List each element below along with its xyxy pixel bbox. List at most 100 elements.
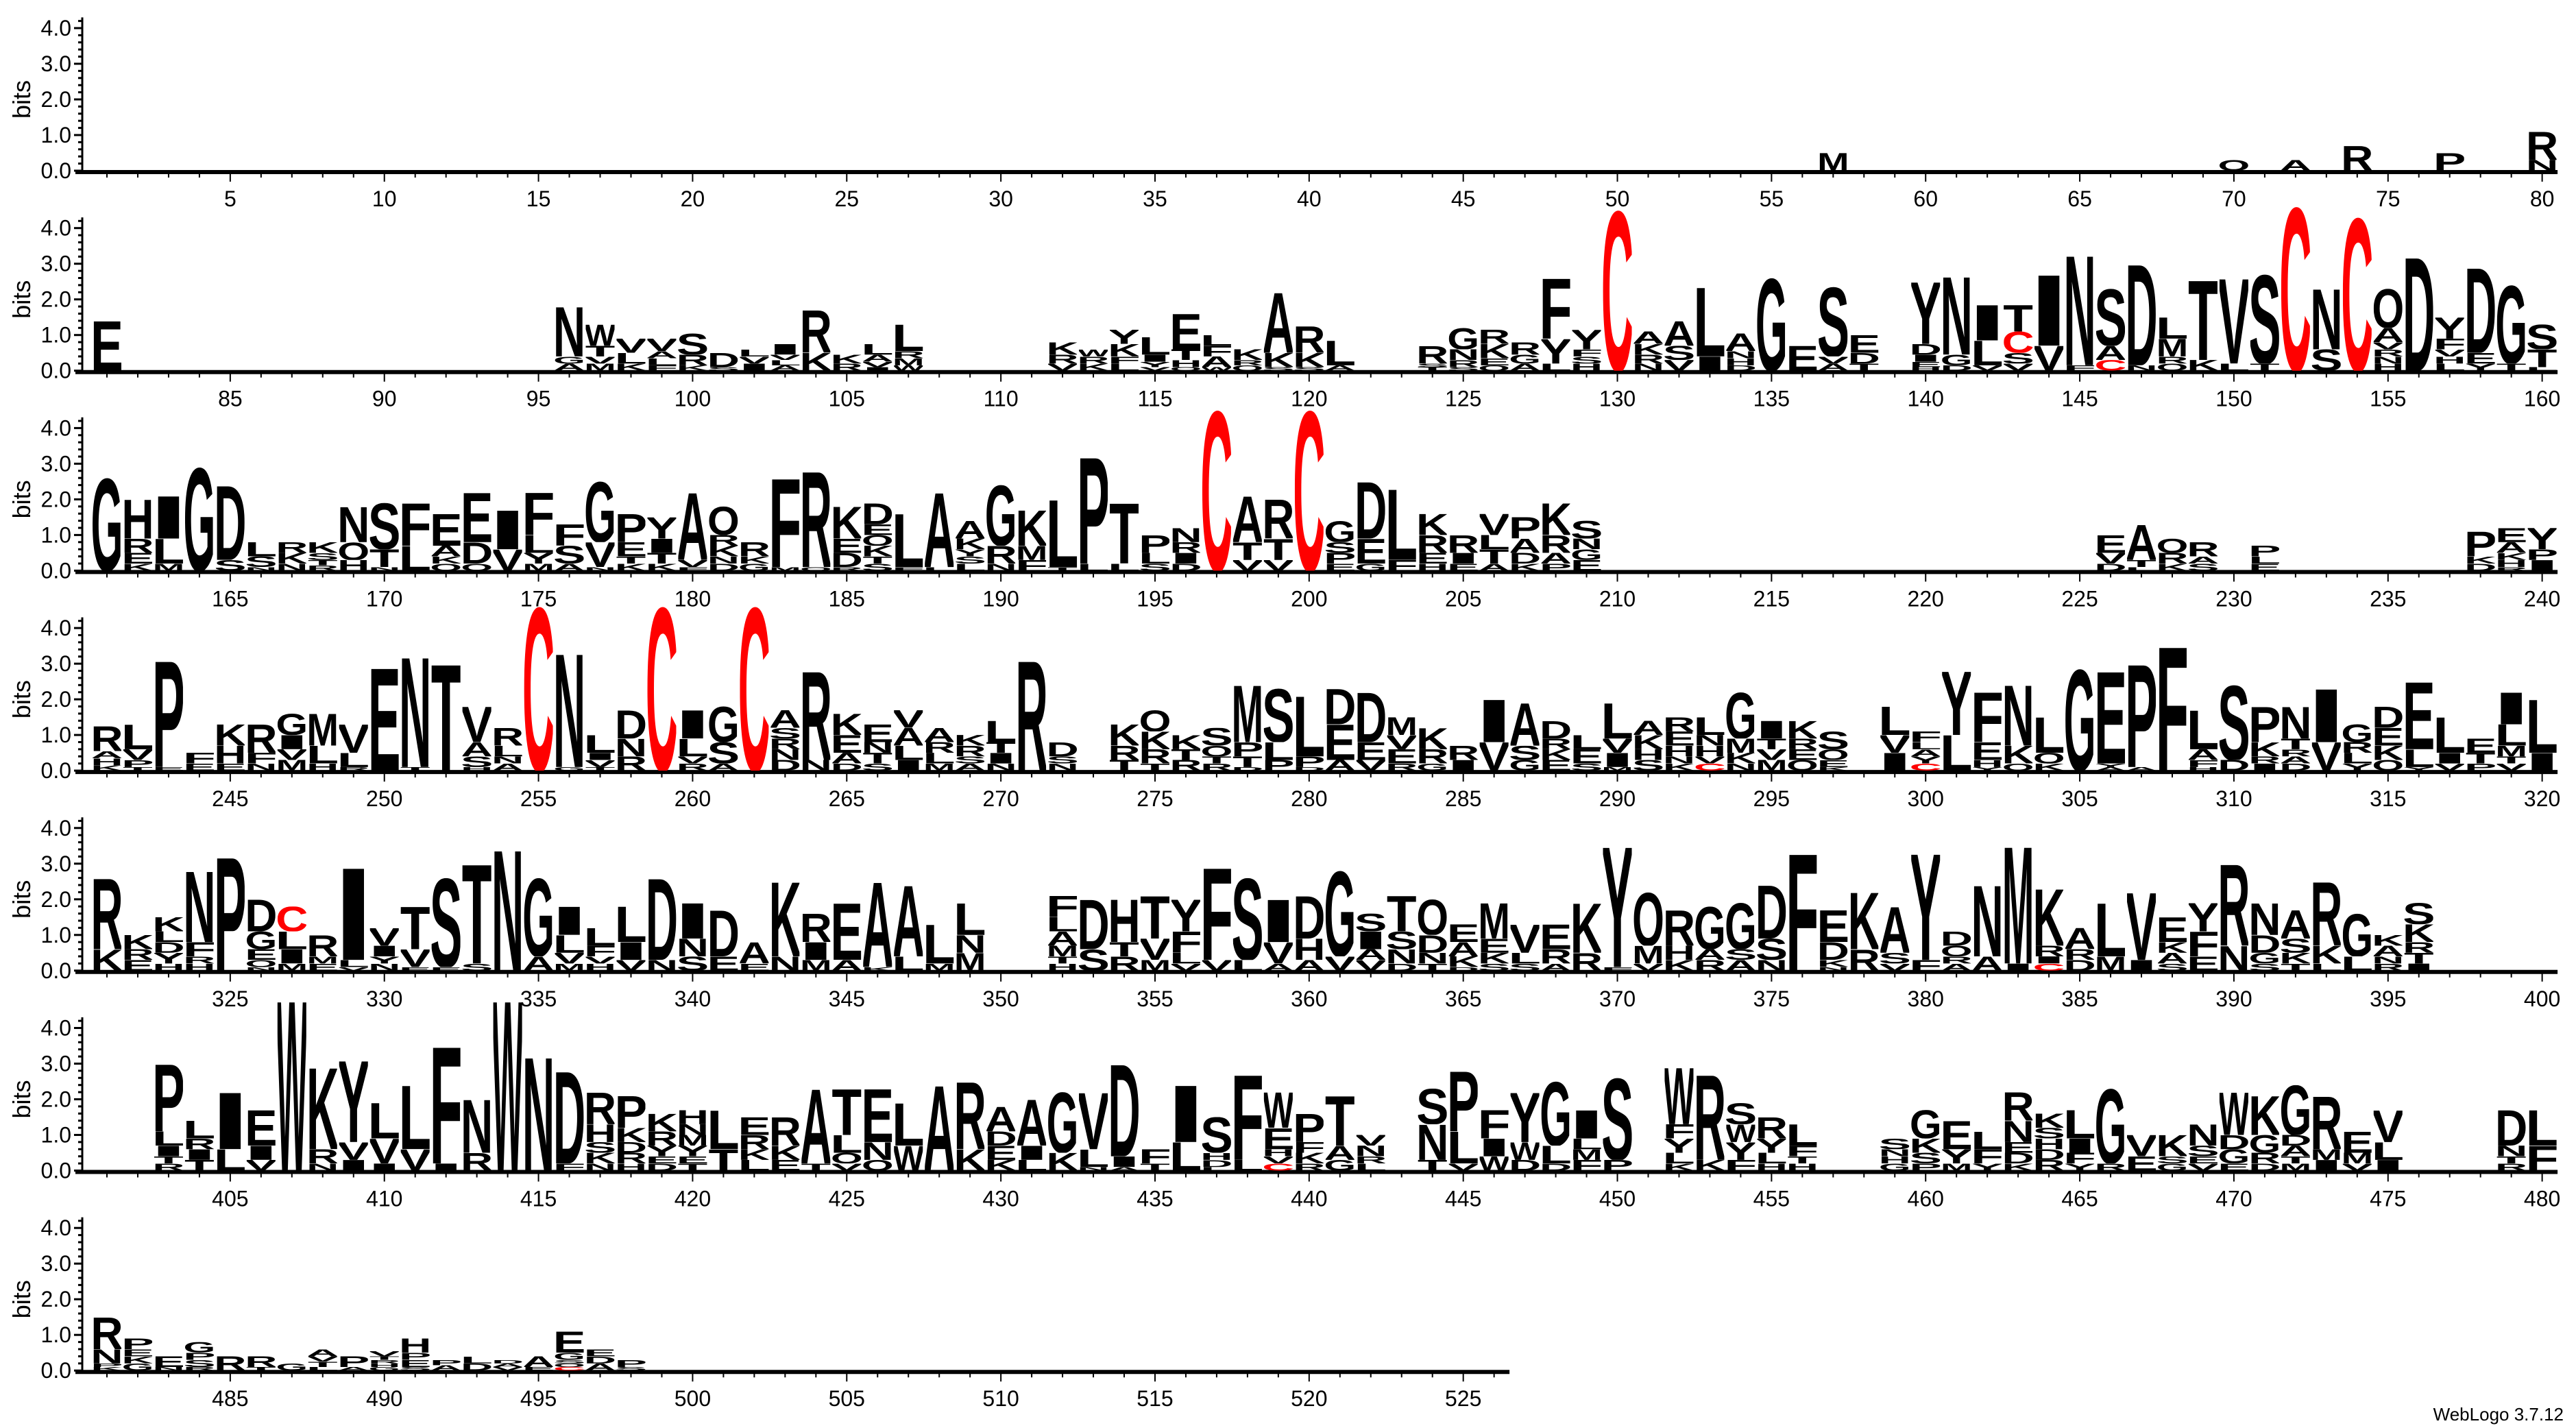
x-tick-label: 75 <box>2376 186 2401 211</box>
y-tick-label: 4.0 <box>41 16 71 40</box>
logo-column-311 <box>2250 706 2279 771</box>
x-tick-label: 25 <box>834 186 859 211</box>
logo-column-189 <box>956 520 985 571</box>
logo-column-128 <box>1541 278 1570 371</box>
logo-column-172 <box>431 513 461 571</box>
x-tick-label: 290 <box>1599 786 1636 811</box>
y-tick-label: 4.0 <box>41 1215 71 1240</box>
logo-column-431 <box>1017 1099 1047 1171</box>
x-tick-label: 260 <box>675 786 711 811</box>
logo-column-126 <box>1479 329 1509 371</box>
logo-column-268 <box>925 727 954 771</box>
x-tick-label: 205 <box>1445 586 1481 611</box>
x-tick-label: 385 <box>2061 987 2098 1011</box>
logo-column-327 <box>277 906 306 971</box>
x-tick-label: 500 <box>675 1386 711 1411</box>
logo-column-288 <box>1541 721 1570 771</box>
logo-column-284 <box>1418 727 1447 771</box>
logo-column-352 <box>1048 895 1078 971</box>
logo-column-336 <box>555 906 584 971</box>
logo-column-202 <box>1356 481 1385 571</box>
logo-column-312 <box>2281 706 2310 771</box>
logo-column-423 <box>770 1117 800 1171</box>
logo-column-455 <box>1757 1117 1786 1171</box>
x-tick-label: 190 <box>982 586 1019 611</box>
y-tick-label: 4.0 <box>41 1016 71 1041</box>
logo-column-322 <box>123 934 152 971</box>
x-tick-label: 360 <box>1291 987 1327 1011</box>
logo-column-143 <box>2004 304 2033 371</box>
x-tick-label: 520 <box>1291 1386 1327 1411</box>
logo-column-482 <box>123 1338 152 1371</box>
y-tick-label: 0.0 <box>41 558 71 583</box>
logo-column-452 <box>1664 1067 1694 1171</box>
x-tick-label: 370 <box>1599 987 1636 1011</box>
logo-column-266 <box>863 724 892 771</box>
logo-column-344 <box>801 913 831 971</box>
logo-column-247 <box>277 713 306 771</box>
x-tick-label: 255 <box>520 786 557 811</box>
logo-column-315 <box>2373 706 2403 771</box>
x-tick-label: 15 <box>526 186 551 211</box>
logo-column-328 <box>308 934 337 971</box>
logo-column-364 <box>1418 899 1447 971</box>
x-tick-label: 215 <box>1753 586 1790 611</box>
x-tick-label: 350 <box>982 987 1019 1011</box>
logo-column-356 <box>1171 899 1200 971</box>
logo-column-166 <box>246 542 276 571</box>
x-tick-label: 485 <box>212 1386 248 1411</box>
logo-column-488 <box>308 1349 337 1371</box>
weblogo-version-footer: WebLogo 3.7.12 <box>2433 1404 2564 1425</box>
y-tick-label: 2.0 <box>41 687 71 712</box>
logo-column-261 <box>709 706 738 771</box>
logo-column-366 <box>1479 903 1509 971</box>
logo-column-157 <box>2435 317 2464 371</box>
y-tick-label: 2.0 <box>41 1287 71 1311</box>
logo-column-300 <box>1911 731 1941 771</box>
logo-column-176 <box>555 524 584 571</box>
logo-row: 0.0 1.0 2.0 3.0 4.0 bits 5 10 15 20 25 30 35 40 45 50 55… <box>8 16 2558 211</box>
x-tick-label: 335 <box>520 987 557 1011</box>
logo-column-291 <box>1633 721 1663 771</box>
logo-column-112 <box>1048 342 1078 371</box>
logo-column-201 <box>1325 520 1354 571</box>
logo-column-313 <box>2311 688 2341 771</box>
logo-column-228 <box>2157 538 2187 571</box>
logo-column-340 <box>678 903 707 971</box>
logo-column-181 <box>709 506 738 571</box>
logo-column-462 <box>1973 1131 2002 1171</box>
logo-column-267 <box>894 710 923 771</box>
y-axis-label: bits <box>8 1280 36 1318</box>
logo-column-404 <box>184 1120 214 1171</box>
logo-column-293 <box>1695 717 1725 771</box>
y-tick-label: 2.0 <box>41 487 71 511</box>
logo-column-270 <box>986 721 1016 771</box>
x-tick-label: 375 <box>1753 987 1790 1011</box>
x-tick-label: 330 <box>366 987 402 1011</box>
x-tick-label: 230 <box>2215 586 2252 611</box>
logo-column-470 <box>2219 1092 2248 1171</box>
y-axis-label: bits <box>8 880 36 919</box>
logo-column-113 <box>1079 349 1108 371</box>
x-tick-label: 455 <box>1753 1187 1790 1211</box>
x-tick-label: 310 <box>2215 786 2252 811</box>
y-axis-label: bits <box>8 280 36 319</box>
logo-column-258 <box>616 710 646 771</box>
logo-column-474 <box>2342 1131 2372 1171</box>
logo-column-246 <box>246 724 276 771</box>
logo-column-446 <box>1479 1110 1509 1171</box>
logo-column-185 <box>832 506 862 571</box>
logo-column-205 <box>1448 535 1478 571</box>
logo-column-330 <box>369 928 399 971</box>
x-tick-label: 355 <box>1137 987 1173 1011</box>
x-tick-label: 280 <box>1291 786 1327 811</box>
logo-column-365 <box>1448 924 1478 971</box>
logo-column-439 <box>1263 1092 1293 1171</box>
logo-column-435 <box>1140 1149 1169 1171</box>
logo-column-231 <box>2250 546 2279 571</box>
x-tick-label: 130 <box>1599 387 1636 411</box>
logo-column-286 <box>1479 699 1509 771</box>
logo-column-285 <box>1448 745 1478 771</box>
logo-column-385 <box>2065 928 2095 971</box>
